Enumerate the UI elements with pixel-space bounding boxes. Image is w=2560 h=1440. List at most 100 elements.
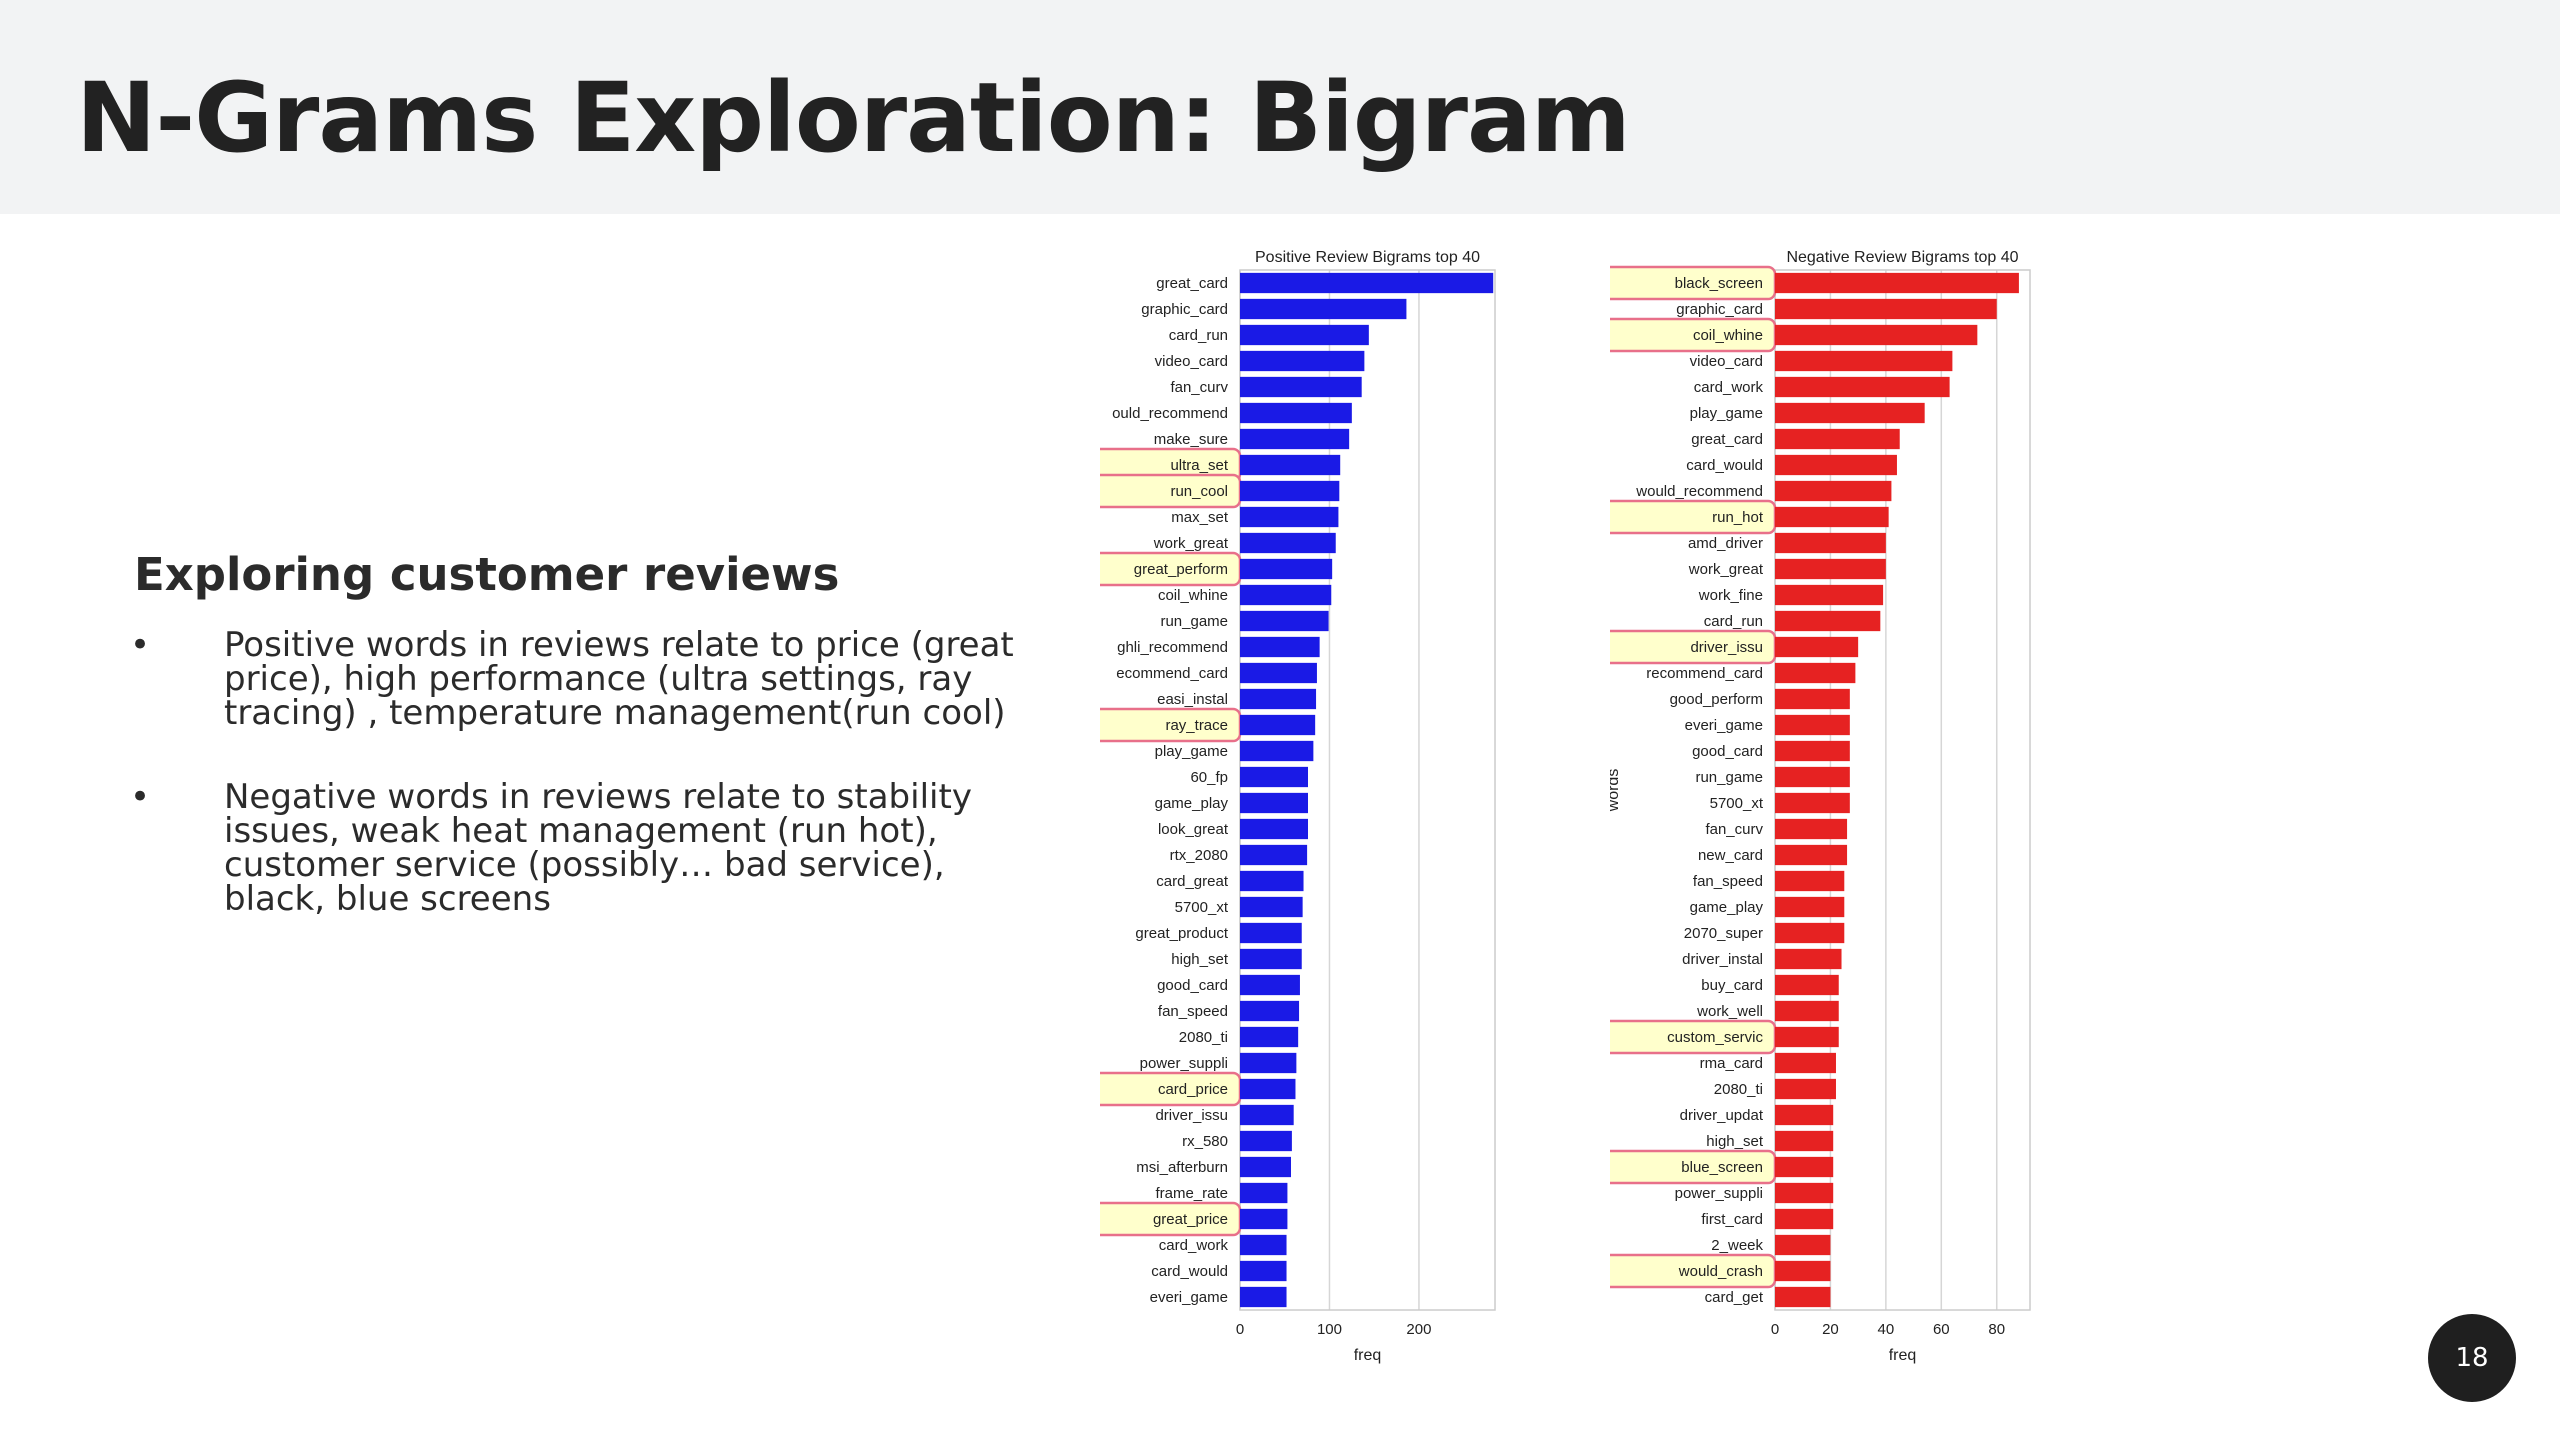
category-label: everi_game xyxy=(1150,1289,1228,1306)
bar xyxy=(1240,766,1308,788)
category-label: good_perform xyxy=(1670,691,1763,708)
bar xyxy=(1240,1286,1287,1308)
category-label: run_game xyxy=(1695,769,1763,786)
category-label: high_set xyxy=(1706,1133,1764,1150)
category-label: coil_whine xyxy=(1693,327,1763,344)
bar xyxy=(1775,454,1897,476)
bullet-text: Negative words in reviews relate to stab… xyxy=(224,777,972,919)
category-label: driver_updat xyxy=(1680,1107,1764,1124)
bar xyxy=(1240,402,1352,424)
bar xyxy=(1240,948,1302,970)
bar xyxy=(1775,1208,1834,1230)
x-tick-label: 100 xyxy=(1317,1321,1342,1338)
category-label: video_card xyxy=(1690,353,1763,370)
bar xyxy=(1775,766,1850,788)
bar xyxy=(1775,1182,1834,1204)
bar xyxy=(1775,272,2019,294)
bar xyxy=(1240,740,1314,762)
bar xyxy=(1240,792,1308,814)
category-label: first_card xyxy=(1701,1211,1763,1228)
bar xyxy=(1775,636,1859,658)
bar xyxy=(1775,688,1850,710)
bar xyxy=(1775,1130,1834,1152)
category-label: driver_issu xyxy=(1155,1107,1228,1124)
bar xyxy=(1240,610,1329,632)
bar xyxy=(1775,324,1978,346)
bar xyxy=(1775,298,1997,320)
category-label: power_suppli xyxy=(1675,1185,1763,1202)
category-label: work_fine xyxy=(1698,587,1763,604)
bar xyxy=(1775,896,1845,918)
category-label: frame_rate xyxy=(1155,1185,1228,1202)
category-label: run_hot xyxy=(1712,509,1764,526)
positive-bigram-chart: Positive Review Bigrams top 40 great_card… xyxy=(1100,249,1496,1364)
x-tick-label: 0 xyxy=(1771,1321,1779,1338)
bar xyxy=(1240,376,1362,398)
y-axis-label: words xyxy=(1610,769,1622,813)
bar xyxy=(1240,896,1303,918)
category-label: max_set xyxy=(1171,509,1229,526)
category-label: good_card xyxy=(1157,977,1228,994)
bar xyxy=(1240,974,1300,996)
category-label: work_great xyxy=(1153,535,1229,552)
category-label: great_perform xyxy=(1134,561,1228,578)
bar xyxy=(1240,818,1308,840)
bar xyxy=(1775,402,1925,424)
category-label: driver_instal xyxy=(1682,951,1763,968)
bar xyxy=(1775,480,1892,502)
category-label: run_cool xyxy=(1170,483,1228,500)
negative-bigram-chart: Negative Review Bigrams top 40 black_scre… xyxy=(1610,249,2031,1364)
bullet-list: • Positive words in reviews relate to pr… xyxy=(130,628,1050,916)
bullet-item: • Negative words in reviews relate to st… xyxy=(130,780,1050,916)
category-label: ghli_recommend xyxy=(1117,639,1228,656)
bar xyxy=(1240,324,1369,346)
section-heading: Exploring customer reviews xyxy=(134,548,840,601)
bar xyxy=(1775,350,1953,372)
bar xyxy=(1240,558,1333,580)
bar xyxy=(1775,1156,1834,1178)
bar xyxy=(1775,584,1884,606)
bar xyxy=(1775,1260,1831,1282)
category-label: card_would xyxy=(1686,457,1763,474)
category-label: game_play xyxy=(1155,795,1229,812)
x-tick-label: 20 xyxy=(1822,1321,1839,1338)
category-label: new_card xyxy=(1698,847,1763,864)
category-label: work_great xyxy=(1688,561,1764,578)
bar xyxy=(1775,610,1881,632)
bar xyxy=(1775,662,1856,684)
category-label: ould_recommend xyxy=(1112,405,1228,422)
category-label: rtx_2080 xyxy=(1170,847,1228,864)
x-tick-label: 40 xyxy=(1878,1321,1895,1338)
category-label: everi_game xyxy=(1685,717,1763,734)
category-label: great_card xyxy=(1691,431,1763,448)
category-label: 60_fp xyxy=(1190,769,1228,786)
bar xyxy=(1240,506,1339,528)
bar xyxy=(1775,1234,1831,1256)
bar xyxy=(1240,1026,1299,1048)
x-axis-label: freq xyxy=(1354,1347,1382,1364)
bar xyxy=(1240,298,1407,320)
category-label: blue_screen xyxy=(1681,1159,1763,1176)
category-label: coil_whine xyxy=(1158,587,1228,604)
bar xyxy=(1240,454,1341,476)
category-label: make_sure xyxy=(1154,431,1228,448)
category-label: 2080_ti xyxy=(1179,1029,1228,1046)
bar xyxy=(1240,532,1336,554)
bar xyxy=(1240,636,1320,658)
category-label: 2070_super xyxy=(1684,925,1763,942)
bar xyxy=(1775,1026,1839,1048)
slide-title: N-Grams Exploration: Bigram xyxy=(76,62,1631,174)
category-label: run_game xyxy=(1160,613,1228,630)
category-label: good_card xyxy=(1692,743,1763,760)
bar xyxy=(1240,1156,1291,1178)
category-label: great_price xyxy=(1153,1211,1228,1228)
chart-title: Positive Review Bigrams top 40 xyxy=(1255,249,1480,266)
bar xyxy=(1240,272,1494,294)
category-label: card_get xyxy=(1705,1289,1764,1306)
category-label: graphic_card xyxy=(1141,301,1228,318)
category-label: great_card xyxy=(1156,275,1228,292)
category-label: ecommend_card xyxy=(1116,665,1228,682)
category-label: card_run xyxy=(1704,613,1763,630)
bar xyxy=(1775,558,1886,580)
category-label: card_great xyxy=(1156,873,1229,890)
